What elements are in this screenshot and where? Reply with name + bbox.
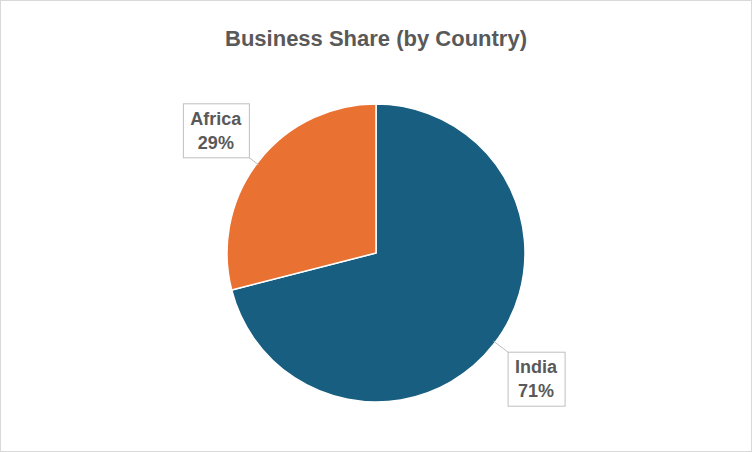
- data-label-box: [508, 352, 565, 406]
- chart-title: Business Share (by Country): [225, 26, 527, 51]
- data-label-value: 29%: [198, 133, 234, 153]
- data-label-text: Africa 29%: [190, 109, 242, 153]
- data-label: Africa 29%: [183, 104, 258, 165]
- data-labels: India 71% Africa 29%: [183, 104, 565, 406]
- chart-root: Business Share (by Country) India 71% Afric…: [0, 0, 752, 452]
- leader-line: [249, 158, 258, 165]
- data-label-category: India: [515, 357, 558, 377]
- leader-line: [494, 341, 509, 352]
- data-label-text: India 71%: [515, 357, 558, 401]
- data-label-value: 71%: [518, 381, 554, 401]
- slices: [227, 104, 525, 402]
- data-label-box: [183, 104, 249, 158]
- chart-frame: [1, 1, 752, 452]
- data-label-category: Africa: [190, 109, 242, 129]
- data-label: India 71%: [494, 341, 566, 406]
